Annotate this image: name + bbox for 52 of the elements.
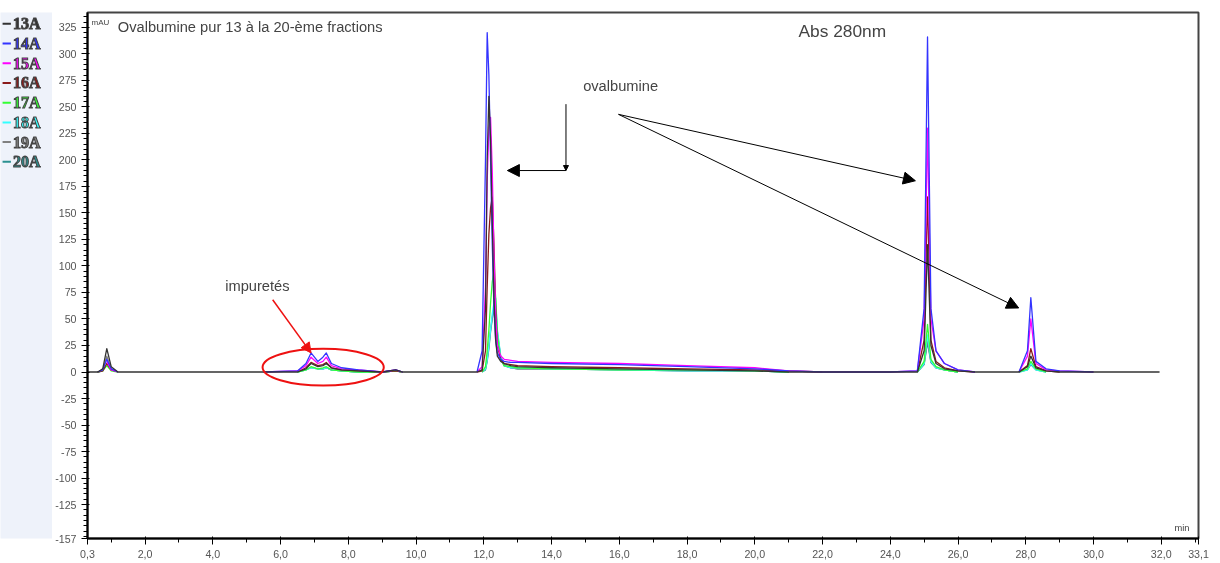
y-tick-label: 150	[58, 206, 77, 219]
legend-label: 18A	[12, 113, 41, 131]
x-tick-label: 22,0	[812, 547, 833, 560]
y-tick-label: 50	[64, 312, 77, 325]
annotation: ovalbumine	[583, 77, 659, 94]
x-tick-label: 24,0	[879, 547, 901, 560]
y-tick-label: -157	[55, 532, 77, 545]
x-tick-label: 2,0	[137, 547, 153, 560]
x-tick-label: 28,0	[1015, 547, 1037, 560]
x-tick-label: 26,0	[947, 547, 969, 560]
y-tick-label: -50	[61, 419, 77, 432]
x-tick-label: 18,0	[676, 547, 698, 560]
x-tick-label: 20,0	[744, 547, 766, 560]
x-tick-label: 16,0	[608, 547, 630, 560]
y-tick-label: 100	[58, 259, 77, 272]
y-tick-label: 225	[58, 127, 77, 140]
x-tick-label: 33,1	[1188, 547, 1209, 560]
x-tick-label: 6,0	[273, 547, 289, 560]
y-tick-label: 300	[58, 47, 77, 60]
y-tick-label: -100	[55, 472, 77, 485]
x-tick-label: 14,0	[541, 547, 562, 560]
legend-label: 15A	[12, 54, 41, 72]
y-tick-label: 325	[58, 21, 77, 34]
y-tick-label: 125	[58, 233, 77, 246]
y-tick-label: 175	[58, 180, 77, 193]
x-tick-label: 32,0	[1150, 547, 1172, 560]
y-tick-label: 75	[64, 286, 77, 299]
x-axis-title: min	[1174, 522, 1190, 533]
y-axis-title: mAU	[91, 17, 110, 27]
x-tick-label: 4,0	[205, 547, 221, 560]
annotation: impuretés	[225, 277, 290, 294]
x-tick-label: 0,3	[80, 547, 95, 560]
legend-label: 17A	[12, 94, 41, 112]
text: Ovalbumine pur 13 à la 20-ème fractions	[117, 18, 383, 35]
y-tick-label: -25	[61, 392, 77, 405]
x-tick-label: 10,0	[405, 547, 427, 560]
legend-label: 13A	[12, 15, 41, 33]
y-tick-label: 200	[58, 153, 77, 166]
y-tick-label: -75	[61, 445, 77, 458]
x-tick-label: 8,0	[340, 547, 356, 560]
legend-label: 20A	[12, 153, 41, 171]
y-tick-label: 250	[58, 100, 77, 113]
x-tick-label: 12,0	[473, 547, 495, 560]
legend-label: 16A	[12, 74, 41, 92]
legend-label: 14A	[12, 35, 41, 52]
y-tick-label: 0	[70, 366, 77, 378]
legend-label: 19A	[12, 133, 41, 151]
annotation: Abs 280nm	[798, 21, 887, 42]
y-tick-label: 275	[58, 74, 77, 87]
y-tick-label: 25	[64, 339, 77, 352]
x-tick-label: 30,0	[1083, 547, 1104, 560]
y-tick-label: -125	[55, 498, 77, 511]
